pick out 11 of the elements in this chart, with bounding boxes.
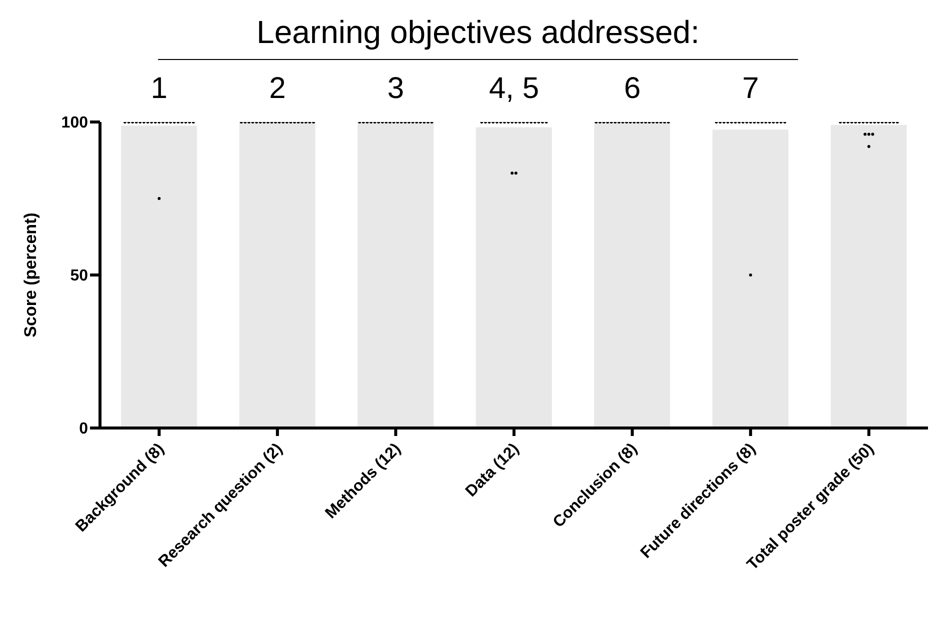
text: 2 [268,72,287,106]
text: 4, 5 [488,72,540,106]
text: 7 [741,72,760,106]
chart-title: Learning objectives addressed: [158,14,798,60]
y-tick-label: 100 [61,114,88,132]
text: 6 [622,72,642,106]
text: 3 [386,72,406,106]
y-tick-label: 0 [79,420,88,438]
y-tick-label: 50 [70,268,88,285]
text: 1 [150,72,168,106]
y-axis-title: Score (percent) [21,212,40,338]
